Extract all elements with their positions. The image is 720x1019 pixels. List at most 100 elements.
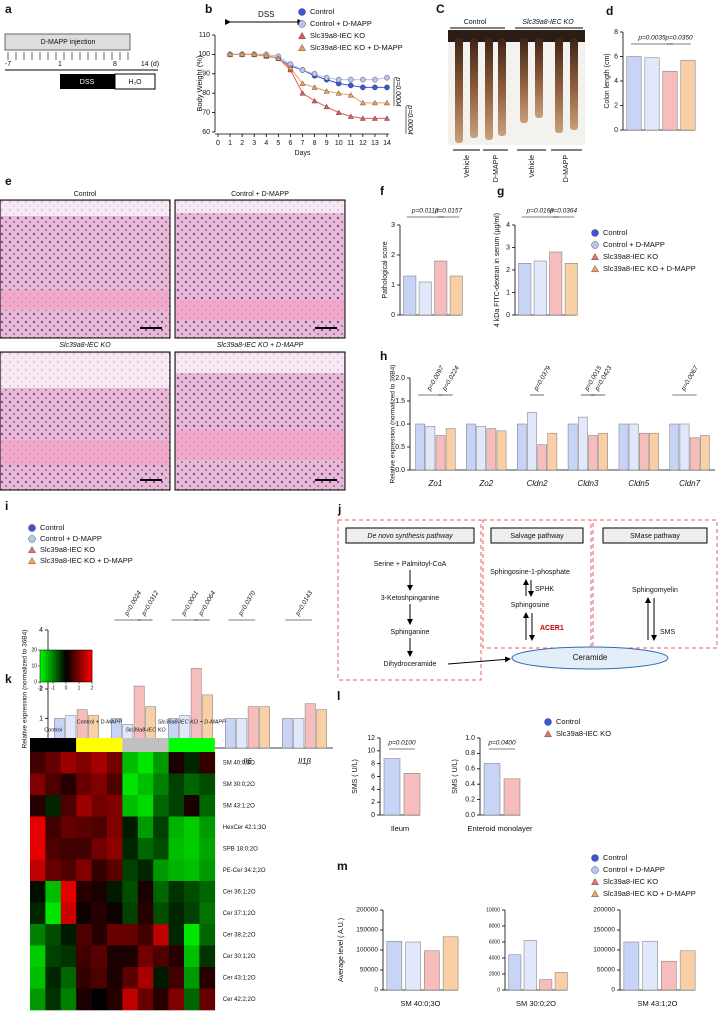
colon bbox=[498, 38, 506, 136]
key-swatch bbox=[80, 650, 83, 682]
heatmap-cell bbox=[168, 988, 185, 1011]
heatmap-cell bbox=[199, 752, 216, 774]
key-swatch bbox=[70, 650, 73, 682]
legend-label: Slc39a8-IEC KO bbox=[310, 31, 365, 40]
heatmap-cell bbox=[199, 924, 216, 946]
histology: e Control Control + D-MAPP Slc39a8-IEC K… bbox=[0, 174, 346, 491]
bar bbox=[405, 941, 421, 991]
heatmap-cell bbox=[91, 838, 108, 860]
y-tick-label: 60 bbox=[202, 129, 210, 136]
heatmap-cell bbox=[199, 773, 216, 796]
heatmap-cell bbox=[199, 838, 216, 860]
key-swatch bbox=[58, 650, 61, 682]
heatmap-cell bbox=[137, 967, 154, 989]
marker bbox=[335, 76, 342, 83]
bar bbox=[259, 706, 270, 749]
legend-label: Control bbox=[556, 717, 581, 726]
heatmap-cell bbox=[76, 988, 92, 1011]
node: Ceramide bbox=[573, 653, 608, 662]
heatmap-cell bbox=[168, 902, 185, 925]
legend-label: Control + D-MAPP bbox=[603, 240, 665, 249]
heatmap-cell bbox=[137, 881, 154, 903]
marker bbox=[263, 52, 270, 58]
key-swatch bbox=[72, 650, 75, 682]
heatmap-cell bbox=[76, 859, 92, 882]
key-swatch bbox=[50, 650, 53, 682]
heatmap-cell bbox=[122, 902, 139, 925]
colon-photo: C Control Slc39a8-IEC KO Vehicle D-MAPP … bbox=[436, 2, 585, 182]
key-tick-label: -1 bbox=[51, 685, 56, 691]
x-axis-label: SM 40:0;3O bbox=[400, 999, 440, 1008]
heatmap-cell bbox=[184, 945, 200, 968]
marker bbox=[298, 44, 306, 51]
marker bbox=[359, 115, 366, 121]
heatmap-cell bbox=[137, 924, 154, 946]
row-label: Cer 38:2;2O bbox=[223, 932, 256, 938]
image bbox=[0, 199, 171, 339]
heatmap-cell bbox=[137, 902, 154, 925]
marker bbox=[347, 92, 354, 98]
marker bbox=[359, 99, 366, 106]
heatmap-cell bbox=[168, 924, 185, 946]
p-value: p=0.0157 bbox=[434, 208, 463, 215]
heatmap-cell bbox=[91, 967, 108, 989]
heatmap-cell bbox=[184, 967, 200, 989]
heatmap-cell bbox=[184, 838, 200, 860]
key-tick-label: 1 bbox=[78, 685, 81, 691]
heatmap-cell bbox=[107, 924, 123, 946]
x-axis-label: Days bbox=[295, 150, 311, 157]
y-axis-label: Pathological score bbox=[382, 241, 389, 298]
injection-arrows bbox=[7, 52, 129, 60]
heatmap-cell bbox=[199, 988, 216, 1011]
y-tick-label: 0 bbox=[371, 812, 375, 819]
row-label: HexCer 42:1;3O bbox=[223, 825, 267, 831]
p-value: p=0.0035 bbox=[637, 35, 666, 42]
p-value: p=0.0113 bbox=[411, 208, 439, 215]
marker bbox=[299, 67, 306, 73]
bar bbox=[293, 718, 305, 749]
panel-label: f bbox=[380, 184, 385, 198]
legend-label: Slc39a8-IEC KO bbox=[603, 252, 658, 261]
key-swatch bbox=[90, 650, 93, 682]
heatmap-cell bbox=[199, 945, 216, 968]
dss-box bbox=[60, 74, 115, 89]
bar bbox=[508, 954, 522, 991]
bar bbox=[418, 281, 432, 316]
bar bbox=[415, 423, 425, 471]
heatmap-cell bbox=[76, 945, 92, 968]
heatmap-cell bbox=[137, 945, 154, 968]
bar bbox=[449, 275, 463, 316]
y-tick-label: 4000 bbox=[489, 955, 500, 961]
y-tick-label: 110 bbox=[199, 32, 210, 39]
heatmap-cell bbox=[30, 967, 46, 989]
heatmap-cell bbox=[122, 945, 139, 968]
y-tick-label: 4 bbox=[371, 786, 375, 793]
x-tick-label: Il6 bbox=[243, 757, 252, 766]
panel-label: C bbox=[436, 2, 445, 16]
heatmap-cell bbox=[107, 859, 123, 882]
panel-label: e bbox=[5, 174, 12, 188]
key-swatch bbox=[84, 650, 87, 682]
node: Sphingosine bbox=[511, 602, 550, 609]
heatmap-cell bbox=[91, 924, 108, 946]
y-tick-label: 2 bbox=[614, 102, 618, 109]
heatmap-cell bbox=[168, 881, 185, 903]
p-value: p=0.0370 bbox=[237, 590, 257, 618]
colon bbox=[485, 38, 493, 140]
heatmap-cell bbox=[168, 967, 185, 989]
key-swatch bbox=[66, 650, 69, 682]
legend-label: Control bbox=[40, 523, 65, 532]
node: 3-Ketoshpinganine bbox=[381, 595, 439, 602]
heatmap-cell bbox=[184, 902, 200, 925]
x-tick-label: 9 bbox=[325, 140, 329, 147]
key-swatch bbox=[74, 650, 77, 682]
legend-label: Control bbox=[310, 7, 335, 16]
marker bbox=[544, 730, 552, 737]
ceramide-node bbox=[511, 646, 669, 670]
heatmap-cell bbox=[45, 881, 62, 903]
node: Sphinganine bbox=[391, 629, 430, 636]
heatmap-cell bbox=[76, 838, 92, 860]
day-label: -7 bbox=[5, 61, 11, 68]
y-tick-label: 4 bbox=[506, 222, 510, 229]
row-label: Cer 36:1;2O bbox=[223, 889, 256, 895]
